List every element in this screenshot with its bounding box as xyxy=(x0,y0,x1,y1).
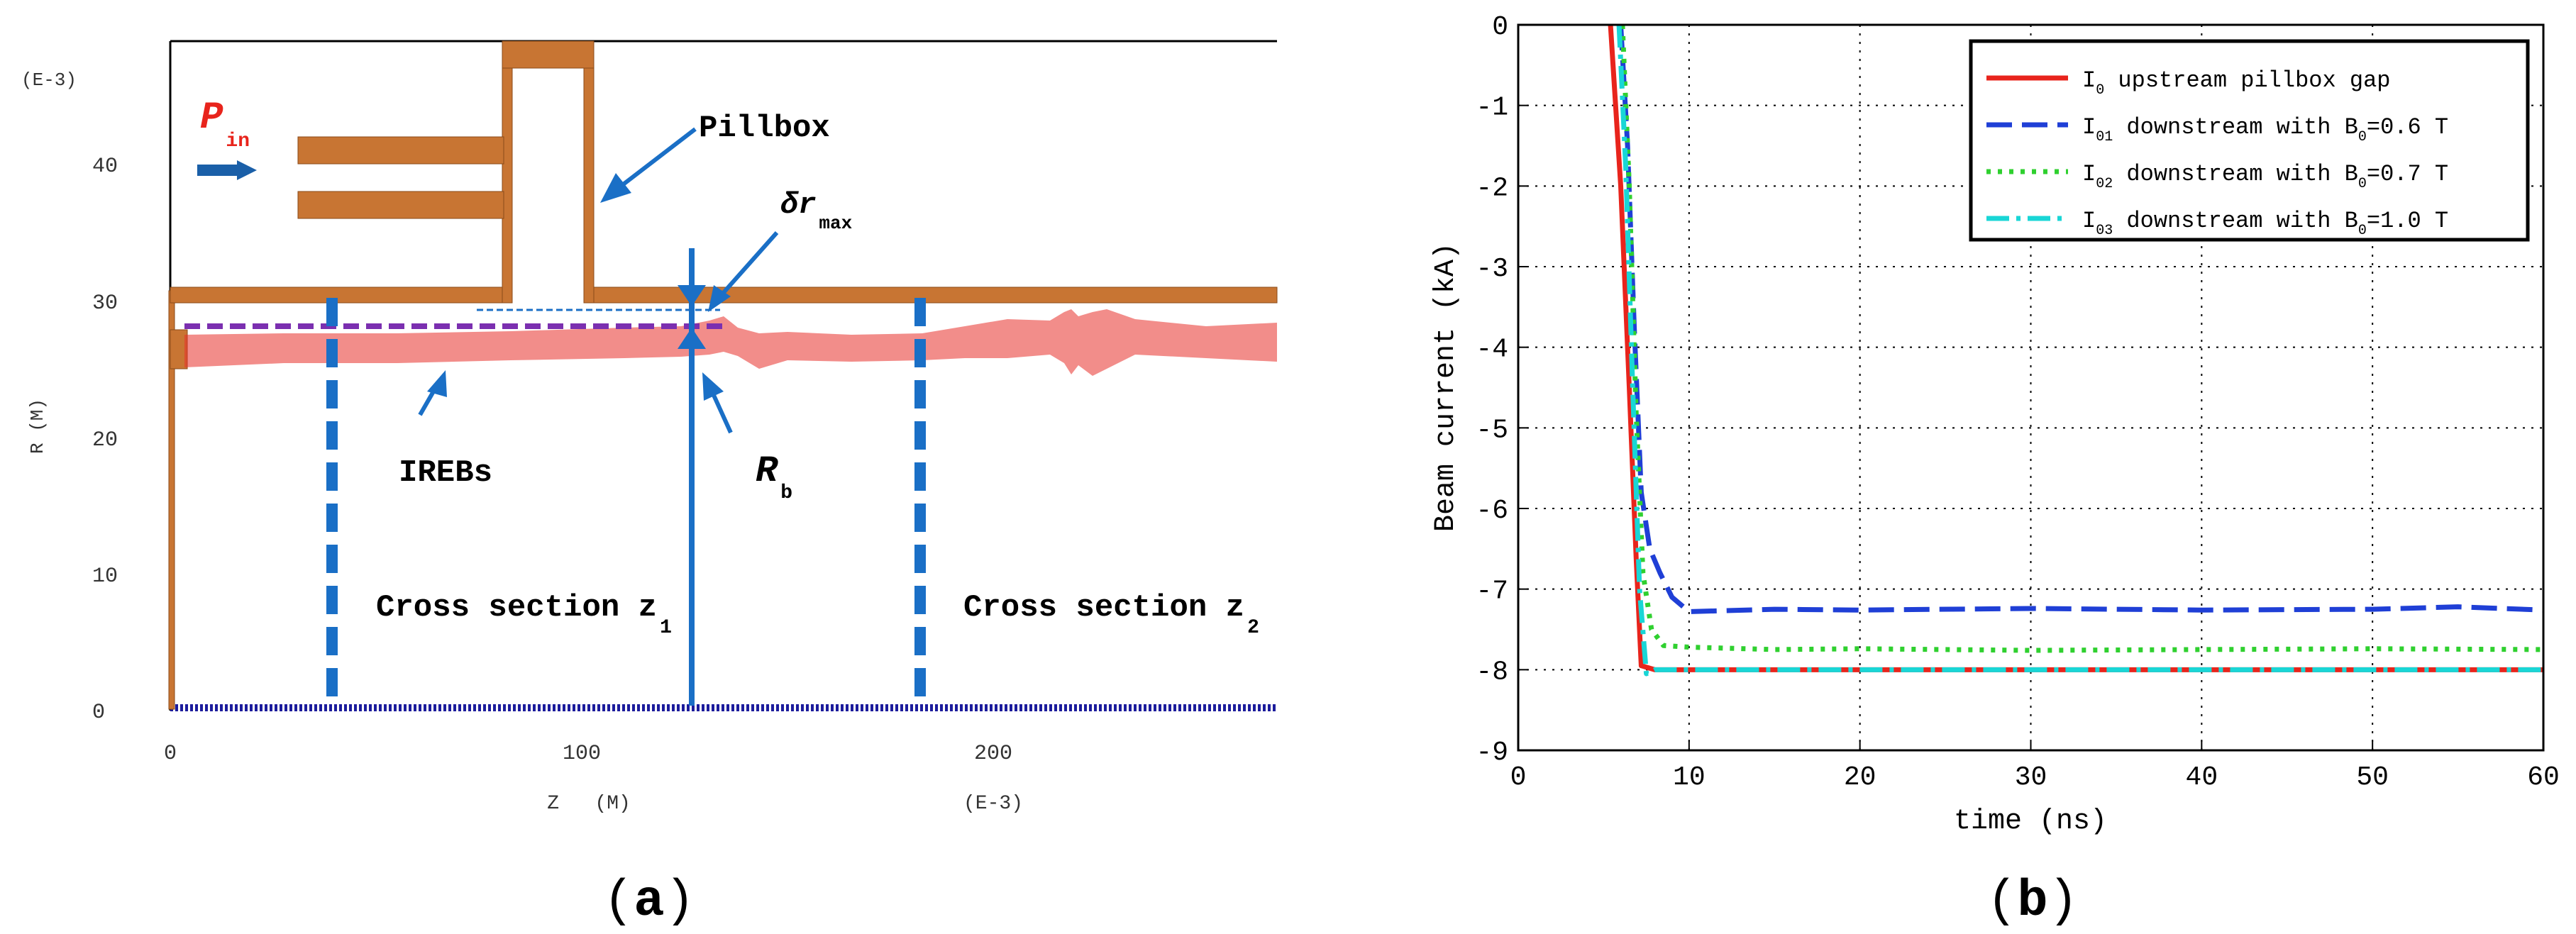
pillbox-arrow-shaft xyxy=(614,127,697,192)
delta-r-up-arrow xyxy=(678,328,706,349)
r-tick-20: 20 xyxy=(92,428,118,452)
delta-r-label: δrmax xyxy=(780,188,852,234)
pillbox-right-wall xyxy=(583,40,595,304)
z-axis-label: Z (M) xyxy=(547,793,631,815)
r-tick-0: 0 xyxy=(92,701,105,725)
electron-beam xyxy=(184,309,1277,376)
series-line-02 xyxy=(1620,24,2544,653)
rb-arrow-head xyxy=(702,372,724,401)
pin-label: Pin xyxy=(200,96,250,152)
y-tick-label: 0 xyxy=(1492,12,1508,43)
input-guide-upper xyxy=(297,136,504,165)
pin-arrow-head xyxy=(237,160,257,180)
chart-series xyxy=(1608,24,2544,677)
y-tick-label: -6 xyxy=(1476,496,1508,526)
rb-label: Rb xyxy=(756,450,792,504)
legend-label: I03 downstream with B0=1.0 T xyxy=(2082,208,2448,239)
x-axis-label: time (ns) xyxy=(1954,806,2107,838)
x-tick-label: 60 xyxy=(2527,762,2560,793)
z-scale-label: (E-3) xyxy=(963,793,1023,815)
y-tick-label: -8 xyxy=(1476,657,1508,687)
input-guide-lower xyxy=(297,191,504,219)
r-axis-label: R (M) xyxy=(27,399,48,454)
legend-entries: I0 upstream pillbox gap I01 downstream wi… xyxy=(1986,67,2448,239)
pillbox-left-wall xyxy=(502,40,513,304)
coaxial-structure xyxy=(168,40,1278,710)
z-tick-0: 0 xyxy=(164,742,177,766)
pillbox-arrow-head xyxy=(600,173,631,203)
y-axis-label: Beam current (kA) xyxy=(1430,243,1462,532)
y-tick-label: -2 xyxy=(1476,173,1508,204)
x-tick-label: 50 xyxy=(2356,762,2389,793)
legend-label: I0 upstream pillbox gap xyxy=(2082,67,2390,99)
z-tick-100: 100 xyxy=(563,742,601,766)
delta-r-arrow-head xyxy=(708,285,731,312)
irebs-label: IREBs xyxy=(399,455,492,491)
y-tick-label: -1 xyxy=(1476,93,1508,123)
y-tick-label: -7 xyxy=(1476,577,1508,607)
legend-box xyxy=(1969,39,2530,242)
x-tick-label: 20 xyxy=(1844,762,1876,793)
pillbox-top xyxy=(502,40,595,69)
r-tick-30: 30 xyxy=(92,291,118,316)
legend-label: I01 downstream with B0=0.6 T xyxy=(2082,114,2448,145)
delta-r-down-arrow xyxy=(678,285,706,306)
y-tick-label: -3 xyxy=(1476,254,1508,284)
z-tick-200: 200 xyxy=(974,742,1012,766)
rb-arrow-shaft xyxy=(711,392,733,434)
series-line-03 xyxy=(1616,24,2543,677)
x-tick-label: 40 xyxy=(2186,762,2218,793)
panel-a-letter: (a) xyxy=(603,872,695,930)
legend-label: I02 downstream with B0=0.7 T xyxy=(2082,161,2448,192)
x-tick-label: 10 xyxy=(1673,762,1706,793)
cross-section-z1-label: Cross section z1 xyxy=(376,590,672,639)
series-line-01 xyxy=(1618,24,2544,614)
panel-a-simulation-plot: (E-3) 40 30 20 10 0 R (M) 0 100 200 Z (M… xyxy=(21,40,1278,930)
r-tick-40: 40 xyxy=(92,155,118,179)
r-scale-label: (E-3) xyxy=(21,70,77,91)
panel-b-letter: (b) xyxy=(1986,872,2079,930)
cross-section-z2-label: Cross section z2 xyxy=(963,590,1259,639)
irebs-arrow-head xyxy=(427,370,447,397)
r-tick-10: 10 xyxy=(92,565,118,589)
chart-ticks: 0 10 20 30 40 50 60 0 -1 -2 -3 -4 -5 -6 -7 -8 -9 xyxy=(1476,12,2559,793)
y-tick-label: -9 xyxy=(1476,738,1508,768)
y-tick-label: -5 xyxy=(1476,415,1508,445)
panel-b-beam-current-chart: 0 10 20 30 40 50 60 0 -1 -2 -3 -4 -5 -6 -7 -8 -9 time (n… xyxy=(1430,12,2560,930)
y-tick-label: -4 xyxy=(1476,335,1508,365)
x-tick-label: 30 xyxy=(2015,762,2047,793)
pillbox-label: Pillbox xyxy=(699,111,830,146)
x-tick-label: 0 xyxy=(1510,762,1527,793)
delta-r-arrow-shaft xyxy=(718,231,779,298)
chart-legend: I0 upstream pillbox gap I01 downstream wi… xyxy=(1969,39,2530,242)
